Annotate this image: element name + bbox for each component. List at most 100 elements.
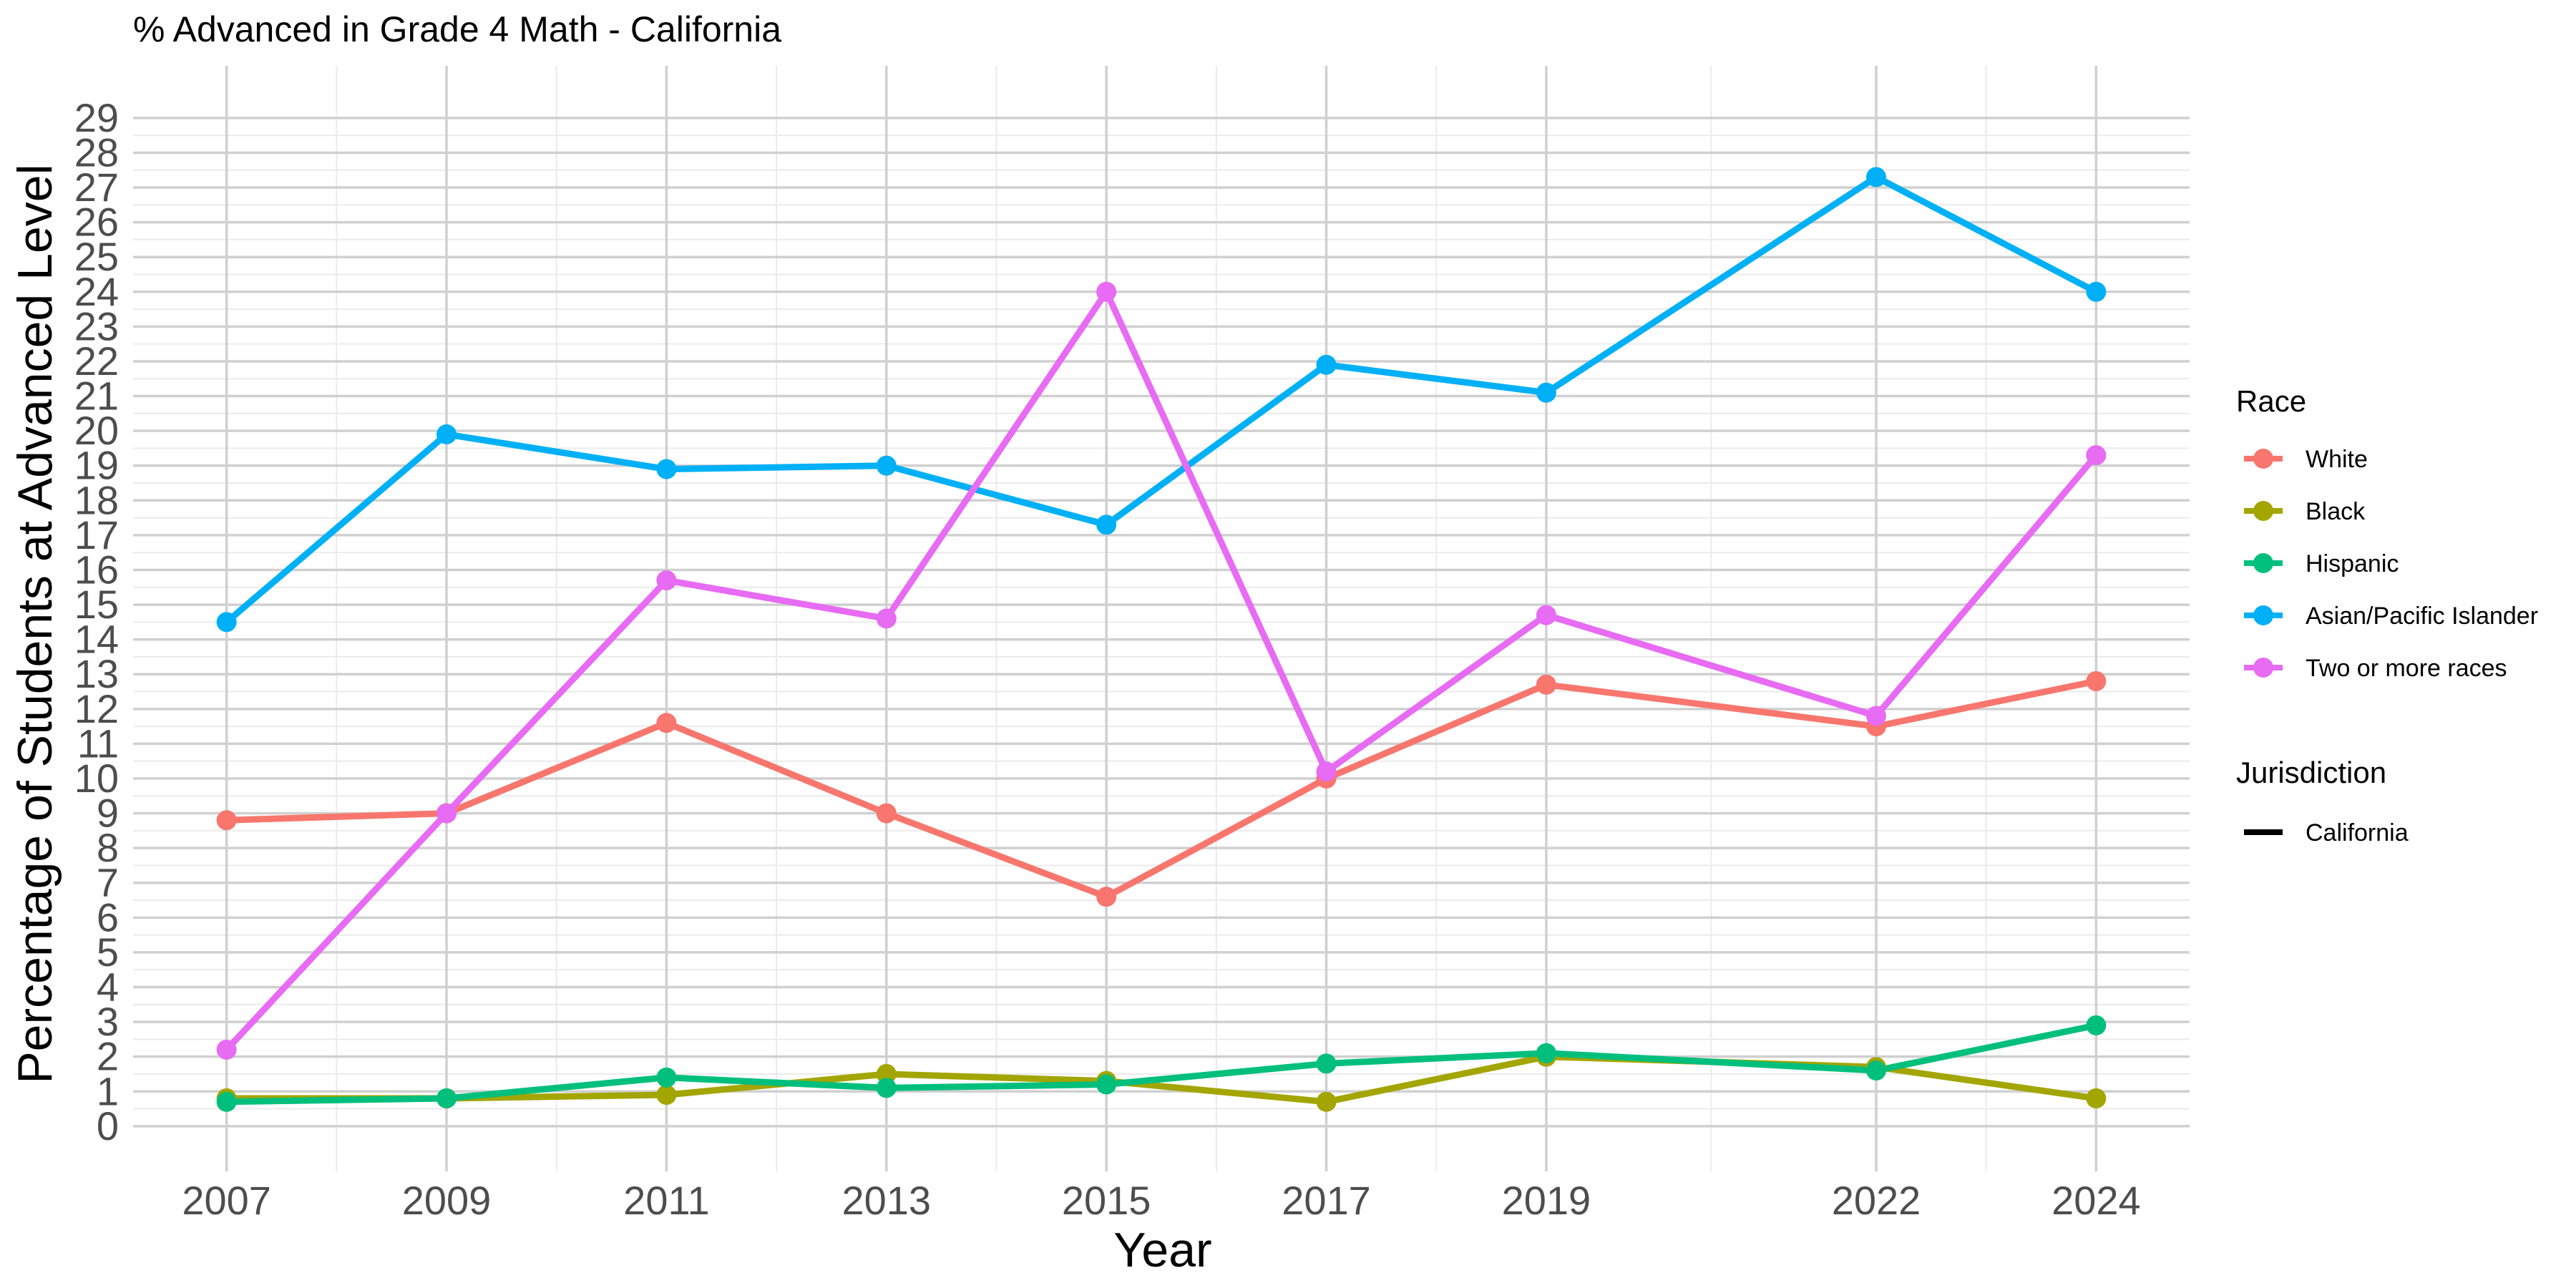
x-axis-title: Year: [1113, 1223, 1211, 1277]
data-point-asian-pacific-islander: [216, 612, 237, 633]
legend-marker-two-or-more-races: [2253, 658, 2273, 678]
chart-title: % Advanced in Grade 4 Math - California: [133, 9, 781, 49]
data-point-white: [876, 803, 897, 824]
data-point-asian-pacific-islander: [436, 424, 457, 444]
data-point-white: [1536, 674, 1556, 695]
y-tick-label: 8: [97, 825, 119, 870]
data-point-asian-pacific-islander: [1316, 354, 1337, 375]
legend-label-two-or-more-races: Two or more races: [2306, 655, 2507, 682]
data-point-white: [216, 810, 237, 831]
data-point-asian-pacific-islander: [2086, 281, 2107, 302]
data-point-white: [2086, 670, 2107, 691]
data-point-white: [656, 713, 677, 733]
y-tick-label: 14: [74, 617, 119, 662]
data-point-two-or-more-races: [2086, 445, 2107, 466]
data-point-black: [656, 1085, 677, 1106]
data-point-asian-pacific-islander: [656, 459, 677, 479]
legend-label-white: White: [2306, 446, 2368, 473]
y-tick-label: 1: [97, 1068, 119, 1113]
legend-label-jurisdiction: California: [2306, 819, 2409, 847]
data-point-two-or-more-races: [876, 608, 897, 629]
legend-race-items: White Black Hispanic Asian/Pacific Islander…: [2244, 446, 2538, 682]
y-tick-label: 26: [74, 200, 119, 245]
data-point-hispanic: [2086, 1015, 2107, 1035]
y-tick-label: 10: [74, 756, 119, 801]
legend-title-jurisdiction: Jurisdiction: [2236, 756, 2386, 789]
data-point-two-or-more-races: [1536, 605, 1556, 625]
data-point-two-or-more-races: [656, 570, 677, 591]
y-tick-label: 7: [97, 860, 119, 905]
y-tick-label: 2: [97, 1034, 119, 1079]
y-tick-label: 20: [74, 408, 119, 453]
legend-marker-hispanic: [2253, 553, 2273, 573]
x-tick-label: 2009: [402, 1178, 492, 1223]
legend-jurisdiction-items: California: [2244, 819, 2409, 847]
data-point-white: [1096, 887, 1117, 907]
y-tick-label: 28: [74, 130, 119, 175]
data-point-two-or-more-races: [1096, 281, 1117, 302]
data-point-two-or-more-races: [436, 803, 457, 824]
y-tick-label: 3: [97, 999, 119, 1044]
data-point-asian-pacific-islander: [1865, 167, 1886, 187]
y-tick-label: 0: [97, 1103, 119, 1148]
data-point-two-or-more-races: [1316, 761, 1337, 782]
data-point-hispanic: [1316, 1053, 1337, 1074]
data-point-asian-pacific-islander: [1096, 514, 1117, 535]
y-tick-label: 27: [74, 165, 119, 210]
data-point-hispanic: [656, 1067, 677, 1088]
y-tick-label: 18: [74, 477, 119, 522]
y-tick-label: 19: [74, 443, 119, 488]
data-point-black: [876, 1063, 897, 1084]
x-tick-label: 2013: [841, 1178, 931, 1223]
legend-marker-asian-pacific-islander: [2253, 605, 2273, 625]
x-axis-ticks: 2007 2009 2011 2013 2015 2017 2019 2022 2024: [182, 1178, 2140, 1223]
y-tick-label: 29: [74, 95, 119, 140]
data-point-hispanic: [436, 1088, 457, 1108]
y-tick-label: 4: [97, 965, 119, 1010]
x-tick-label: 2022: [1832, 1178, 1921, 1223]
y-tick-label: 13: [74, 651, 119, 696]
y-tick-label: 11: [77, 721, 119, 766]
y-tick-label: 23: [74, 303, 119, 348]
x-tick-label: 2017: [1282, 1178, 1371, 1223]
y-tick-label: 22: [74, 338, 119, 384]
data-point-hispanic: [876, 1078, 897, 1098]
series-line-two-or-more-races: [223, 288, 2099, 1053]
series-line-asian-pacific-islander: [223, 174, 2099, 625]
data-point-asian-pacific-islander: [1536, 382, 1556, 403]
data-point-hispanic: [216, 1091, 237, 1112]
y-tick-label: 12: [74, 686, 119, 731]
y-axis-title: Percentage of Students at Advanced Level: [8, 164, 62, 1083]
legend-title-race: Race: [2236, 384, 2306, 418]
data-point-hispanic: [1536, 1043, 1556, 1063]
y-tick-label: 17: [74, 512, 119, 557]
data-point-hispanic: [1096, 1074, 1117, 1095]
data-point-two-or-more-races: [216, 1039, 237, 1060]
series-line-white: [223, 678, 2099, 900]
y-tick-label: 24: [74, 269, 119, 314]
y-tick-label: 25: [74, 234, 119, 279]
data-point-hispanic: [1865, 1060, 1886, 1081]
x-tick-label: 2015: [1062, 1178, 1151, 1223]
legend-marker-white: [2253, 449, 2273, 469]
x-tick-label: 2019: [1502, 1178, 1591, 1223]
x-tick-label: 2011: [623, 1178, 709, 1223]
data-point-black: [1316, 1091, 1337, 1112]
y-tick-label: 21: [74, 374, 119, 419]
series-points: [216, 167, 2107, 1112]
y-tick-label: 6: [97, 894, 119, 940]
legend-marker-black: [2253, 501, 2273, 521]
x-tick-label: 2024: [2051, 1178, 2141, 1223]
legend-label-black: Black: [2306, 498, 2366, 525]
y-axis-ticks: 0123456789101112131415161718192021222324…: [74, 95, 119, 1148]
data-point-two-or-more-races: [1865, 706, 1886, 726]
y-tick-label: 16: [74, 547, 119, 592]
data-point-black: [2086, 1088, 2107, 1108]
legend-label-asian-pacific-islander: Asian/Pacific Islander: [2306, 602, 2538, 630]
x-tick-label: 2007: [182, 1178, 271, 1223]
y-tick-label: 15: [74, 582, 119, 627]
y-tick-label: 9: [97, 791, 119, 836]
legend-label-hispanic: Hispanic: [2306, 550, 2399, 577]
data-point-asian-pacific-islander: [876, 455, 897, 476]
